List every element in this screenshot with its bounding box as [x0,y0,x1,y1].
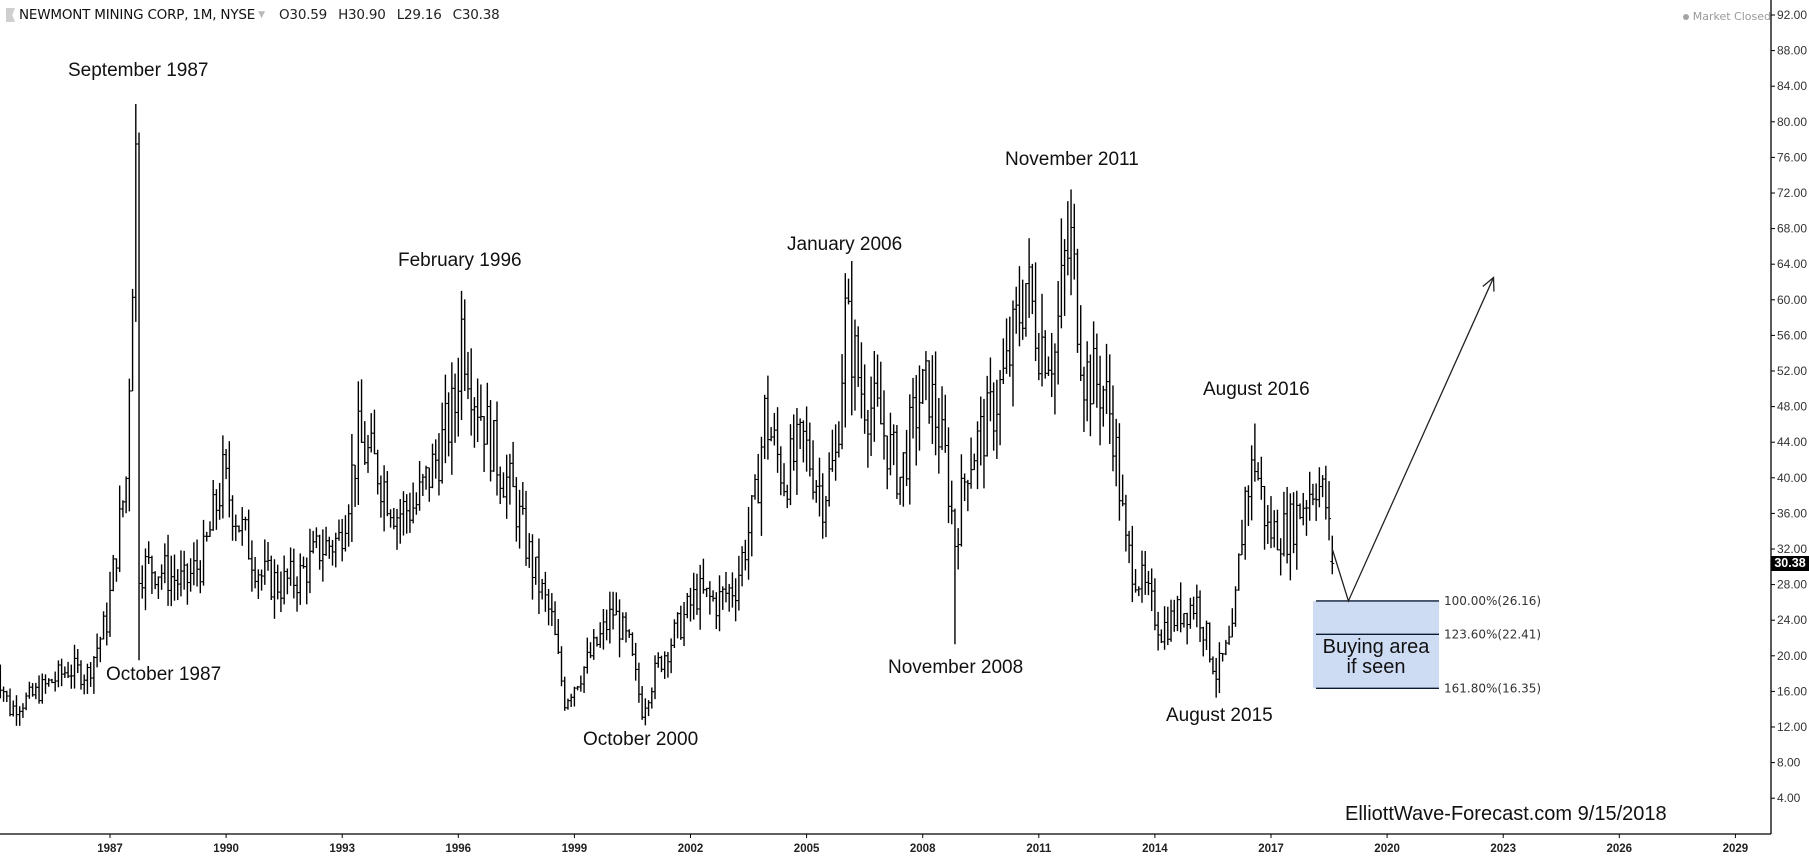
x-tick-label: 1987 [97,843,123,855]
x-tick-label: 2005 [794,843,820,855]
annotation-label: August 2015 [1166,705,1273,726]
annotation-label: November 2008 [888,657,1024,678]
x-tick-label: 1993 [329,843,355,855]
watermark: ElliottWave-Forecast.com 9/15/2018 [1345,803,1667,825]
x-tick-label: 1999 [562,843,588,855]
ohlc-low: L29.16 [396,7,442,23]
market-status-label: Market Closed [1692,10,1771,23]
y-tick-label: 32.00 [1777,542,1807,556]
buying-area-line2: if seen [1346,656,1406,679]
fib-level-label: 123.60%(22.41) [1444,627,1541,641]
buying-area-box [1313,600,1439,689]
y-tick-label: 84.00 [1777,79,1807,93]
buying-area-line1: Buying area [1322,636,1430,659]
y-tick-label: 12.00 [1777,720,1807,734]
y-tick-label: 36.00 [1777,506,1807,520]
y-tick-label: 92.00 [1777,8,1807,22]
x-tick-label: 2008 [910,843,936,855]
fib-level-label: 100.00%(26.16) [1444,594,1541,608]
chart-header: NEWMONT MINING CORP, 1M, NYSE ▼ O30.59 H… [0,0,735,30]
symbol-flag-icon [6,8,15,22]
annotation-label: October 1987 [106,664,222,685]
symbol-dropdown-caret-icon[interactable]: ▼ [258,10,265,20]
x-tick-label: 2026 [1607,843,1633,855]
market-status: Market Closed [1682,10,1771,23]
x-tick-label: 2029 [1723,843,1749,855]
y-tick-label: 8.00 [1777,756,1801,770]
y-tick-label: 64.00 [1777,257,1807,271]
x-tick-label: 2014 [1142,843,1168,855]
y-tick-label: 80.00 [1777,115,1807,129]
y-tick-label: 88.00 [1777,44,1807,58]
symbol-title[interactable]: NEWMONT MINING CORP, 1M, NYSE [19,7,256,23]
annotation-label: September 1987 [68,60,209,81]
last-price-tag: 30.38 [1771,556,1809,572]
y-tick-label: 72.00 [1777,186,1807,200]
y-tick-label: 68.00 [1777,222,1807,236]
x-tick-label: 1990 [213,843,239,855]
annotation-label: January 2006 [787,234,903,255]
x-tick-label: 2017 [1258,843,1284,855]
x-tick-label: 2011 [1026,843,1052,855]
y-tick-label: 44.00 [1777,435,1807,449]
ohlc-open: O30.59 [279,7,328,23]
fib-level-label: 161.80%(16.35) [1444,681,1541,695]
annotation-label: August 2016 [1203,379,1310,400]
y-tick-label: 24.00 [1777,613,1807,627]
x-tick-label: 2020 [1374,843,1400,855]
x-tick-label: 2002 [678,843,704,855]
x-tick-label: 2023 [1490,843,1516,855]
y-tick-label: 60.00 [1777,293,1807,307]
ohlc-bars [0,104,1335,726]
y-tick-label: 28.00 [1777,578,1807,592]
y-tick-label: 16.00 [1777,684,1807,698]
ohlc-high: H30.90 [338,7,386,23]
x-tick-label: 1996 [446,843,472,855]
arrow-head-icon [1482,276,1495,292]
y-tick-label: 20.00 [1777,649,1807,663]
y-tick-label: 40.00 [1777,471,1807,485]
buying-area-label: Buying area if seen [1313,637,1439,677]
ohlc-close: C30.38 [452,7,500,23]
y-tick-label: 56.00 [1777,328,1807,342]
y-tick-label: 52.00 [1777,364,1807,378]
annotation-label: October 2000 [583,729,699,750]
y-tick-label: 48.00 [1777,400,1807,414]
annotation-label: November 2011 [1005,149,1139,170]
y-tick-label: 76.00 [1777,150,1807,164]
y-tick-label: 4.00 [1777,791,1801,805]
projection-path [1331,277,1495,603]
annotation-label: February 1996 [398,250,522,271]
market-status-dot-icon [1682,13,1689,20]
